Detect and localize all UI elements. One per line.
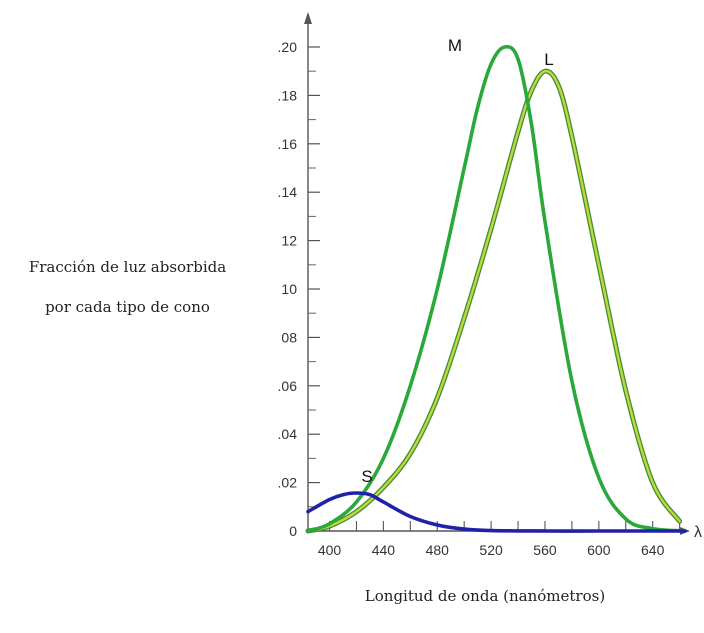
y-tick-label: 12 xyxy=(281,233,297,249)
series-l-outline xyxy=(305,68,683,534)
series-label-s: S xyxy=(361,467,372,486)
series-labels: S M L xyxy=(361,36,553,486)
series-label-l: L xyxy=(544,50,553,69)
x-tick-label: 480 xyxy=(426,542,450,558)
y-tick-label: .18 xyxy=(278,87,298,103)
y-tick-label: .16 xyxy=(278,136,298,152)
y-axis-label-line-1: Fracción de luz absorbida xyxy=(28,258,227,276)
series-m-line xyxy=(306,44,687,533)
y-tick-label: 08 xyxy=(281,329,297,345)
series-l-line xyxy=(306,69,681,533)
series-label-m: M xyxy=(448,36,462,55)
y-axis-label-line-2: por cada tipo de cono xyxy=(45,298,210,316)
x-axis-label: Longitud de onda (nanómetros) xyxy=(364,587,606,605)
y-tick-label: 0 xyxy=(289,523,297,539)
x-tick-label: 560 xyxy=(533,542,557,558)
x-tick-label: 600 xyxy=(587,542,611,558)
y-tick-label: .02 xyxy=(278,475,298,491)
curves xyxy=(305,44,687,534)
y-tick-label: 10 xyxy=(281,281,297,297)
x-tick-label: 440 xyxy=(372,542,396,558)
x-tick-label: 520 xyxy=(479,542,503,558)
y-tick-label: .06 xyxy=(278,378,298,394)
x-axis-symbol: λ xyxy=(694,524,702,541)
x-tick-label: 400 xyxy=(318,542,342,558)
y-tick-label: .04 xyxy=(278,426,298,442)
axes: λ 0 .02 .04 .06 08 10 12 .14 .16 .18 .20 400 440 480 52… xyxy=(278,12,702,558)
series-s-line xyxy=(306,491,687,533)
y-tick-label: .14 xyxy=(278,184,298,200)
y-tick-label: .20 xyxy=(278,39,298,55)
x-tick-label: 640 xyxy=(641,542,665,558)
y-axis-arrow xyxy=(304,12,312,24)
